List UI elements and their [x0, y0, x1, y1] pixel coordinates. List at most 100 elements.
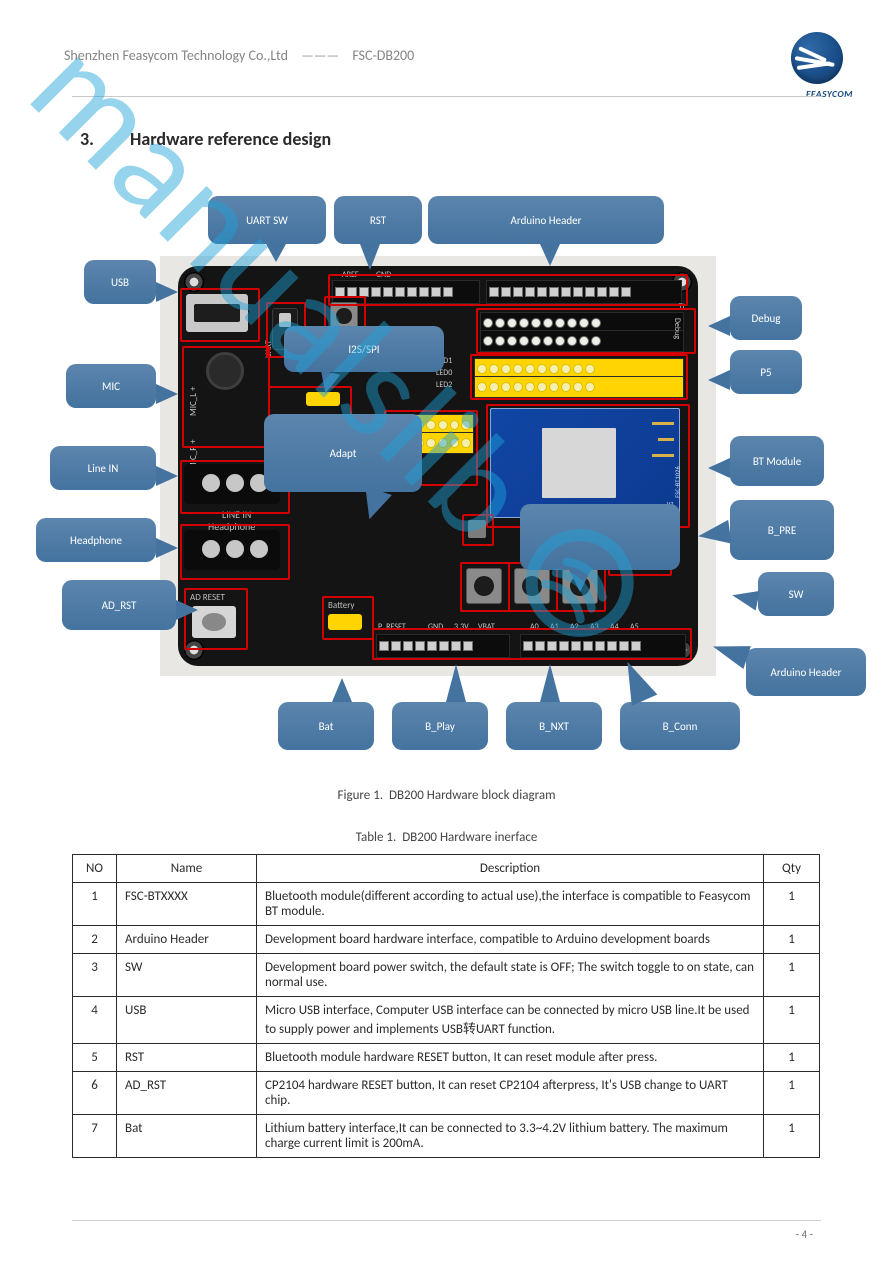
brand-logo: [789, 32, 845, 88]
cell-no: 4: [73, 997, 117, 1044]
board-figure: AREF GND TL Debug LED1 LED0 LED2: [160, 256, 716, 676]
callout-sw: SW: [758, 572, 834, 616]
rbox-p5: [470, 354, 688, 400]
rbox-mic: [182, 346, 270, 448]
ptr-linein: [156, 466, 178, 486]
callout-rst: RST: [334, 196, 422, 244]
cell-desc: Development board power switch, the defa…: [257, 954, 764, 997]
ptr-bnxt: [540, 664, 560, 702]
callout-headphone: Headphone: [36, 518, 156, 562]
ptr-bplay: [446, 664, 466, 702]
table-caption: Table 1. DB200 Hardware inerface: [0, 830, 893, 845]
ptr-sw: [730, 586, 760, 611]
rbox-debug: [476, 308, 696, 354]
rbox-ard-top: [328, 274, 688, 306]
doc-company: Shenzhen Feasycom Technology Co.,Ltd: [64, 47, 288, 64]
table-row: 4USBMicro USB interface, Computer USB in…: [73, 997, 820, 1044]
cell-no: 7: [73, 1115, 117, 1158]
cell-qty: 1: [764, 1044, 820, 1072]
section-number: 3.: [80, 128, 94, 150]
cell-name: FSC-BTXXXX: [117, 883, 257, 926]
cell-desc: Micro USB interface, Computer USB interf…: [257, 997, 764, 1044]
cell-desc: Bluetooth module(different according to …: [257, 883, 764, 926]
callout-bpre: B_PRE: [730, 500, 834, 560]
ptr-uart-sw: [266, 244, 286, 262]
ptr-bat: [332, 678, 352, 702]
rbox-ard-bot: [372, 628, 692, 660]
ptr-rst: [360, 244, 380, 270]
cell-qty: 1: [764, 997, 820, 1044]
ptr-mic: [156, 384, 178, 404]
callout-bconn: B_Conn: [620, 702, 740, 750]
interface-table: NO Name Description Qty 1FSC-BTXXXXBluet…: [72, 854, 820, 1158]
doc-sep: ———: [291, 47, 349, 64]
ptr-ard-top: [540, 244, 560, 266]
cell-no: 2: [73, 926, 117, 954]
callout-usb: USB: [84, 260, 156, 304]
cell-no: 1: [73, 883, 117, 926]
cell-qty: 1: [764, 1115, 820, 1158]
ptr-usb: [156, 282, 178, 302]
callout-ard-r: Arduino Header: [746, 648, 866, 696]
table-row: 5RSTBluetooth module hardware RESET butt…: [73, 1044, 820, 1072]
ptr-headphone: [156, 538, 178, 558]
th-name: Name: [117, 855, 257, 883]
ptr-adrst: [176, 600, 198, 620]
callout-bconn-inner: [520, 504, 680, 570]
callout-btmod: BT Module: [730, 436, 824, 486]
label-led2: LED2: [436, 380, 452, 390]
th-no: NO: [73, 855, 117, 883]
header-divider: [72, 96, 821, 97]
cell-desc: Lithium battery interface,It can be conn…: [257, 1115, 764, 1158]
callout-bnxt: B_NXT: [506, 702, 602, 750]
ptr-bconn-inner: [568, 568, 592, 592]
callout-debug: Debug: [730, 296, 802, 340]
footer-divider: [72, 1220, 821, 1221]
cell-qty: 1: [764, 954, 820, 997]
callout-adapt: Adapt: [264, 414, 422, 492]
cell-name: AD_RST: [117, 1072, 257, 1115]
cell-no: 5: [73, 1044, 117, 1072]
figure-caption: Figure 1. DB200 Hardware block diagram: [0, 788, 893, 803]
ptr-btmod: [708, 458, 730, 478]
callout-adrst: AD_RST: [62, 580, 176, 630]
cell-no: 6: [73, 1072, 117, 1115]
page-number: - 4 -: [796, 1228, 813, 1241]
doc-product: FSC-DB200: [352, 47, 414, 64]
cell-qty: 1: [764, 926, 820, 954]
callout-bplay: B_Play: [392, 702, 488, 750]
table-header-row: NO Name Description Qty: [73, 855, 820, 883]
ptr-p5: [708, 370, 730, 390]
ptr-debug: [708, 316, 730, 336]
callout-mic: MIC: [66, 364, 156, 408]
rbox-headphone: [180, 524, 290, 580]
callout-p5: P5: [730, 350, 802, 394]
cell-desc: Development board hardware interface, co…: [257, 926, 764, 954]
th-desc: Description: [257, 855, 764, 883]
table-row: 7BatLithium battery interface,It can be …: [73, 1115, 820, 1158]
th-qty: Qty: [764, 855, 820, 883]
callout-i2sspi: I2S/SPI: [284, 326, 444, 372]
callout-linein: Line IN: [50, 446, 156, 490]
table-row: 2Arduino HeaderDevelopment board hardwar…: [73, 926, 820, 954]
rbox-bpre: [462, 514, 494, 546]
cell-qty: 1: [764, 1072, 820, 1115]
cell-no: 3: [73, 954, 117, 997]
rbox-play: [460, 562, 510, 612]
table-row: 6AD_RSTCP2104 hardware RESET button, It …: [73, 1072, 820, 1115]
callout-uart-sw: UART SW: [208, 196, 326, 244]
section-title: Hardware reference design: [130, 128, 331, 150]
brand-text: FEASYCOM: [806, 88, 853, 100]
cell-desc: Bluetooth module hardware RESET button, …: [257, 1044, 764, 1072]
rbox-usb: [180, 288, 260, 342]
cell-name: Arduino Header: [117, 926, 257, 954]
cell-qty: 1: [764, 883, 820, 926]
table-row: 3SWDevelopment board power switch, the d…: [73, 954, 820, 997]
cell-name: SW: [117, 954, 257, 997]
rbox-bat: [322, 596, 374, 640]
callout-bat: Bat: [278, 702, 374, 750]
ptr-bpre: [696, 520, 731, 548]
cell-desc: CP2104 hardware RESET button, It can res…: [257, 1072, 764, 1115]
cell-name: USB: [117, 997, 257, 1044]
table-row: 1FSC-BTXXXXBluetooth module(different ac…: [73, 883, 820, 926]
